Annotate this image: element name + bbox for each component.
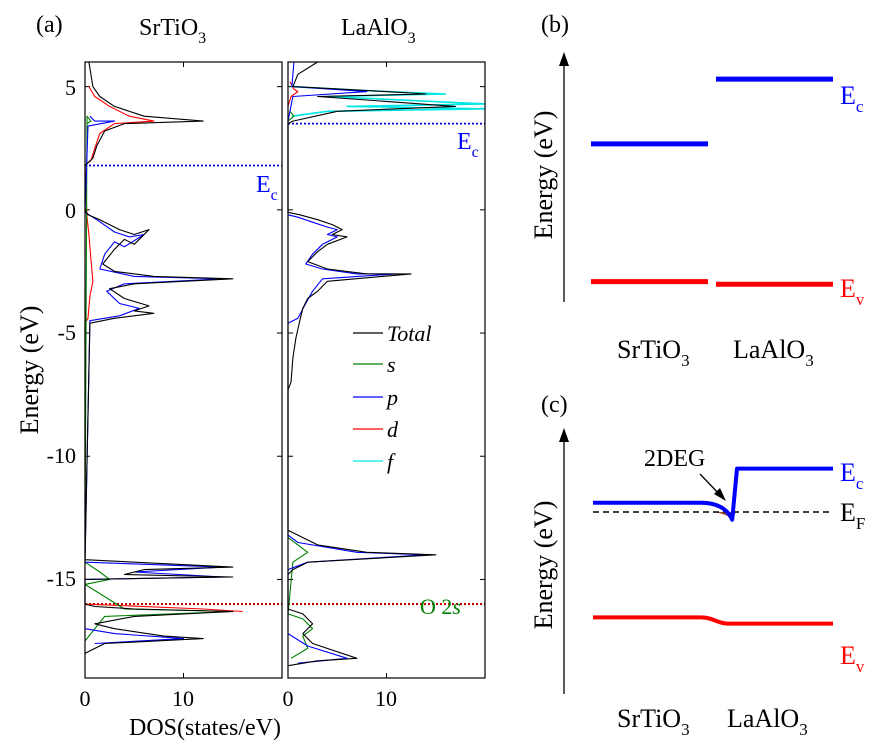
ytick-label: -10 xyxy=(47,443,76,468)
legend-label-f: f xyxy=(387,449,396,474)
plot-srtio3-frame xyxy=(84,61,283,679)
twodeg-label: 2DEG xyxy=(644,446,705,472)
series-line-total xyxy=(84,61,234,654)
ec-label-laalo3: Ec xyxy=(457,129,479,161)
xtick-label: 10 xyxy=(375,686,397,711)
conduction-band-line xyxy=(593,466,833,522)
x-axis-label: DOS(states/eV) xyxy=(129,715,281,741)
ec-label-srtio3: Ec xyxy=(256,172,278,204)
panel-c-label: (c) xyxy=(541,392,568,418)
y-axis-label: Energy (eV) xyxy=(15,306,44,435)
panel-b: (b) Energy (eV) Ec Ev SrTiO3 LaAlO3 xyxy=(529,12,865,370)
legend-label-s: s xyxy=(387,352,396,377)
ytick-label: -15 xyxy=(47,566,76,591)
panel-a: (a) SrTiO3 LaAlO3 5 0 -5 -10 -15 0 10 0 … xyxy=(15,12,486,741)
valence-band-line xyxy=(593,615,833,626)
panel-c-ev-label: Ev xyxy=(840,641,865,676)
o2s-label: O 2s xyxy=(420,594,461,619)
xtick-label: 10 xyxy=(172,686,194,711)
panel-c: (c) Energy (eV) 2DEG Ec EF Ev SrTiO3 LaA… xyxy=(529,392,865,739)
legend-label-d: d xyxy=(387,417,399,442)
panel-b-label: (b) xyxy=(541,12,569,38)
series-line-p xyxy=(84,115,224,645)
panel-c-ef-label: EF xyxy=(840,498,865,533)
panel-b-material-srtio3: SrTiO3 xyxy=(617,335,690,370)
panel-a-label: (a) xyxy=(36,12,63,38)
panel-b-material-laalo3: LaAlO3 xyxy=(733,335,814,370)
xtick-label: 0 xyxy=(283,686,294,711)
series-line-p xyxy=(287,61,427,664)
ytick-label: 0 xyxy=(65,198,76,223)
ytick-label: 5 xyxy=(65,75,76,100)
legend-label-p: p xyxy=(385,385,398,410)
panel-b-ev-label: Ev xyxy=(840,274,865,309)
panel-c-material-srtio3: SrTiO3 xyxy=(617,704,690,739)
legend: Total s p d f xyxy=(353,321,431,474)
panel-a-title-laalo3: LaAlO3 xyxy=(341,15,416,47)
plot-band-bending xyxy=(593,466,833,626)
panel-b-y-axis-label: Energy (eV) xyxy=(529,111,558,240)
series-line-s xyxy=(84,115,234,642)
panel-c-material-laalo3: LaAlO3 xyxy=(727,704,808,739)
legend-label-total: Total xyxy=(387,321,431,346)
panel-c-y-axis-label: Energy (eV) xyxy=(529,501,558,630)
ytick-label: -5 xyxy=(58,320,76,345)
plot-laalo3-frame xyxy=(287,61,486,679)
arrow-up-icon xyxy=(559,428,569,442)
series-line-s xyxy=(287,110,314,659)
plot-band-alignment xyxy=(591,76,833,287)
xtick-label: 0 xyxy=(80,686,91,711)
panel-a-title-srtio3: SrTiO3 xyxy=(139,15,206,47)
arrow-up-icon xyxy=(559,52,569,66)
plot-srtio3-dos xyxy=(84,61,282,678)
panel-b-ec-label: Ec xyxy=(840,81,864,116)
arrow-icon xyxy=(714,488,726,501)
panel-c-ec-label: Ec xyxy=(840,458,864,493)
